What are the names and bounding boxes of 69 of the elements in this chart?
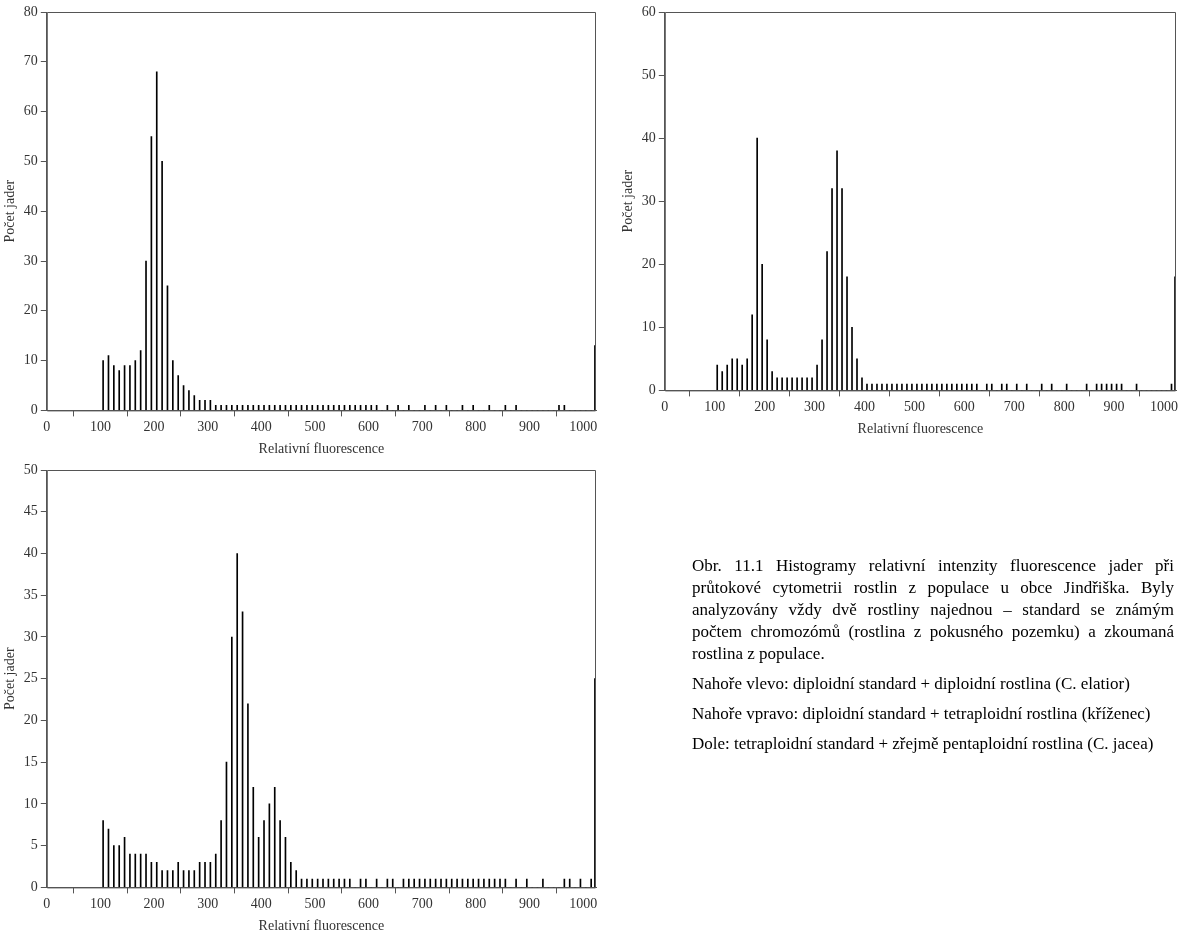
x-tick-label: 400	[250, 896, 272, 912]
y-tick-label: 80	[23, 3, 38, 19]
x-axis-title: Relativní fluorescence	[258, 441, 385, 457]
x-tick-label: 100	[704, 399, 726, 415]
x-tick-label: 600	[358, 419, 380, 435]
x-tick-label: 500	[304, 419, 326, 435]
y-tick-label: 30	[23, 628, 38, 644]
x-tick-label: 100	[89, 419, 111, 435]
x-tick-label: 200	[143, 896, 165, 912]
x-tick-label: 900	[519, 896, 540, 912]
y-axis-title: Počet jader	[2, 647, 18, 710]
text: Dole: tetraploidní standard + zřejmě pentaploidní rostlina (C. jacea)	[692, 733, 1155, 755]
x-tick-label: 1000	[1150, 399, 1179, 415]
x-tick-label: 0	[661, 399, 669, 415]
x-tick-label: 900	[519, 419, 540, 435]
y-tick-label: 30	[23, 252, 38, 268]
y-tick-label: 5	[30, 837, 38, 853]
x-tick-label: 700	[1003, 399, 1025, 415]
y-tick-label: 20	[23, 302, 38, 318]
text: Obr. 11.1 Histogramy relativní intenzity fluorescence jader při průtokové cytometrii rostlin z populace u obce Jindřiška. Byly analyzovány vždy dvě rostliny najednou – standard se známým počtem chromozómů (rostlina z pokusného pozemku) a zkoumaná rostlina z populace.	[692, 555, 1174, 665]
x-tick-label: 700	[411, 896, 433, 912]
y-tick-label: 10	[23, 795, 38, 811]
x-tick-label: 800	[465, 419, 487, 435]
x-tick-label: 500	[903, 399, 925, 415]
text: Nahoře vlevo: diploidní standard + diploidní rostlina (C. elatior)	[692, 673, 1131, 695]
y-tick-label: 40	[641, 129, 656, 145]
y-tick-label: 0	[648, 382, 656, 398]
x-tick-label: 500	[304, 896, 326, 912]
x-tick-label: 800	[1053, 399, 1075, 415]
y-tick-label: 60	[23, 103, 38, 119]
x-tick-label: 800	[465, 896, 487, 912]
x-tick-label: 300	[804, 399, 826, 415]
x-tick-label: 0	[43, 419, 51, 435]
y-tick-label: 30	[641, 192, 656, 208]
x-tick-label: 200	[143, 419, 165, 435]
y-tick-label: 50	[641, 66, 656, 82]
y-tick-label: 45	[23, 503, 38, 519]
x-tick-label: 400	[853, 399, 875, 415]
x-tick-label: 300	[197, 419, 219, 435]
x-tick-label: 700	[411, 419, 433, 435]
y-tick-label: 40	[23, 545, 38, 561]
x-tick-label: 400	[250, 419, 272, 435]
x-tick-label: 200	[754, 399, 776, 415]
y-tick-label: 20	[23, 712, 38, 728]
x-tick-label: 1000	[569, 896, 598, 912]
y-tick-label: 35	[23, 586, 38, 602]
y-tick-label: 25	[23, 670, 38, 686]
x-axis-title: Relativní fluorescence	[258, 918, 385, 934]
y-tick-label: 50	[23, 461, 38, 477]
y-axis-title: Počet jader	[2, 179, 18, 243]
x-tick-label: 100	[89, 896, 111, 912]
x-tick-label: 0	[43, 896, 51, 912]
y-tick-label: 50	[23, 153, 38, 169]
y-tick-label: 20	[641, 255, 656, 271]
y-tick-label: 60	[641, 3, 656, 19]
x-tick-label: 300	[197, 896, 219, 912]
y-tick-label: 15	[23, 753, 38, 769]
x-tick-label: 600	[953, 399, 975, 415]
x-tick-label: 900	[1103, 399, 1125, 415]
y-tick-label: 10	[641, 319, 656, 335]
y-axis-title: Počet jader	[620, 169, 636, 233]
x-axis-title: Relativní fluorescence	[857, 421, 984, 437]
x-tick-label: 1000	[569, 419, 598, 435]
y-tick-label: 70	[23, 53, 38, 69]
y-tick-label: 10	[23, 352, 38, 368]
y-tick-label: 0	[30, 879, 38, 895]
text: Nahoře vpravo: diploidní standard + tetraploidní rostlina (kříženec)	[692, 703, 1152, 725]
x-tick-label: 600	[358, 896, 380, 912]
y-tick-label: 40	[23, 202, 38, 218]
